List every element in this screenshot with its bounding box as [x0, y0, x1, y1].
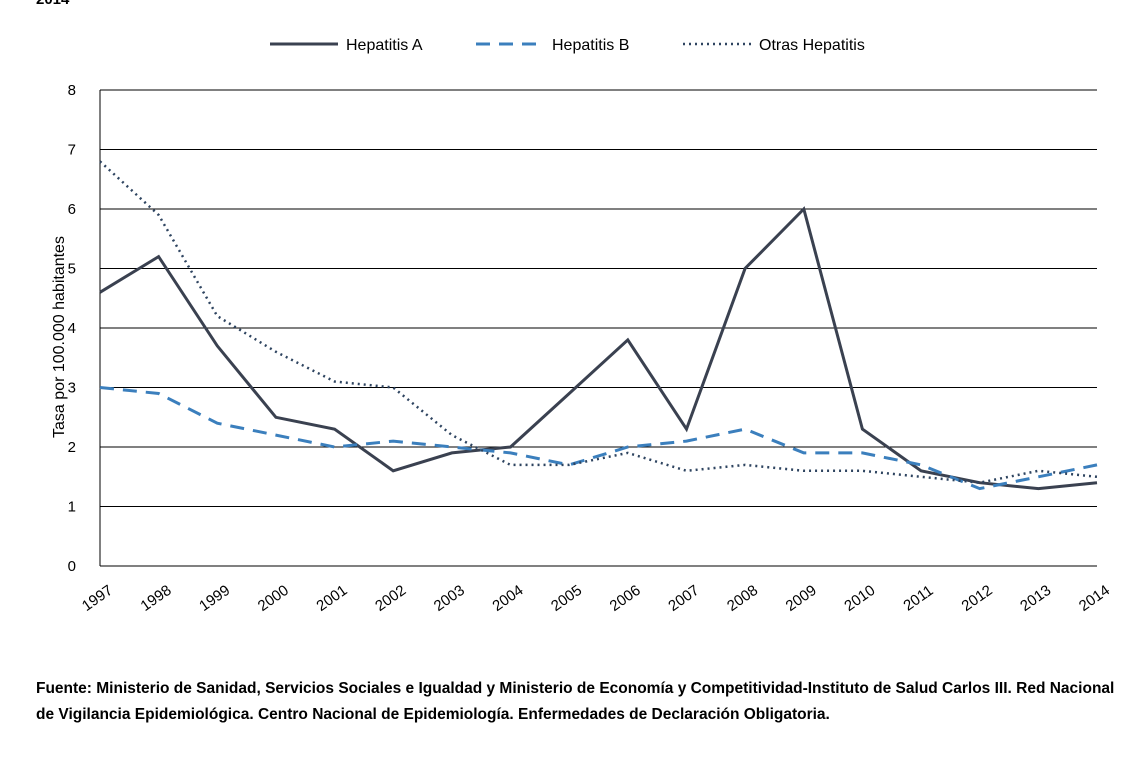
legend-label: Otras Hepatitis	[759, 37, 865, 54]
x-tick-label: 2012	[959, 582, 996, 615]
x-tick-label: 2007	[665, 582, 702, 615]
x-tick-label: 1998	[138, 582, 175, 615]
series-line-otras-hepatitis	[99, 160, 1098, 484]
x-tick-label: 2008	[724, 582, 761, 615]
y-tick-label: 6	[68, 201, 76, 218]
legend-label: Hepatitis A	[346, 37, 423, 54]
series-line-hepatitis-b	[99, 386, 1098, 491]
y-tick-label: 5	[68, 261, 76, 278]
series-line-hepatitis-a	[99, 206, 1098, 491]
y-tick-label: 2	[68, 439, 76, 456]
x-axis-ticks: 1997 1998 1999 2000 2001 2002 2003 2004 2005 2006…	[79, 582, 1113, 615]
y-tick-label: 4	[68, 320, 76, 337]
y-tick-label: 7	[68, 142, 76, 159]
gridlines	[99, 89, 1097, 567]
legend-label: Hepatitis B	[552, 37, 629, 54]
x-tick-label: 2011	[900, 582, 936, 614]
series-layer	[99, 160, 1098, 491]
y-tick-label: 3	[68, 380, 76, 397]
x-tick-label: 2006	[607, 582, 644, 615]
chart-legend: Hepatitis A Hepatitis B Otras Hepatitis	[270, 37, 865, 54]
x-tick-label: 2013	[1017, 582, 1054, 615]
y-tick-label: 8	[68, 82, 76, 99]
x-tick-label: 2014	[1076, 582, 1113, 615]
x-tick-label: 2004	[489, 582, 526, 615]
x-tick-label: 2002	[372, 582, 409, 615]
y-axis-label: Tasa por 100.000 habitantes	[51, 236, 68, 438]
y-tick-label: 0	[68, 558, 76, 575]
x-tick-label: 1999	[196, 582, 233, 615]
x-tick-label: 2010	[841, 582, 878, 615]
header-fragment: 2014	[36, 0, 69, 8]
y-axis-ticks: 0 1 2 3 4 5 6 7 8	[68, 82, 76, 575]
x-tick-label: 2005	[548, 582, 585, 615]
x-tick-label: 2009	[783, 582, 820, 615]
line-chart: Hepatitis A Hepatitis B Otras Hepatitis 01…	[51, 37, 1113, 615]
x-tick-label: 2003	[431, 582, 468, 615]
x-tick-label: 2001	[313, 582, 350, 615]
source-note: Fuente: Ministerio de Sanidad, Servicios…	[36, 680, 1115, 723]
y-tick-label: 1	[68, 499, 76, 516]
x-tick-label: 2000	[255, 582, 292, 615]
x-tick-label: 1997	[79, 582, 116, 615]
